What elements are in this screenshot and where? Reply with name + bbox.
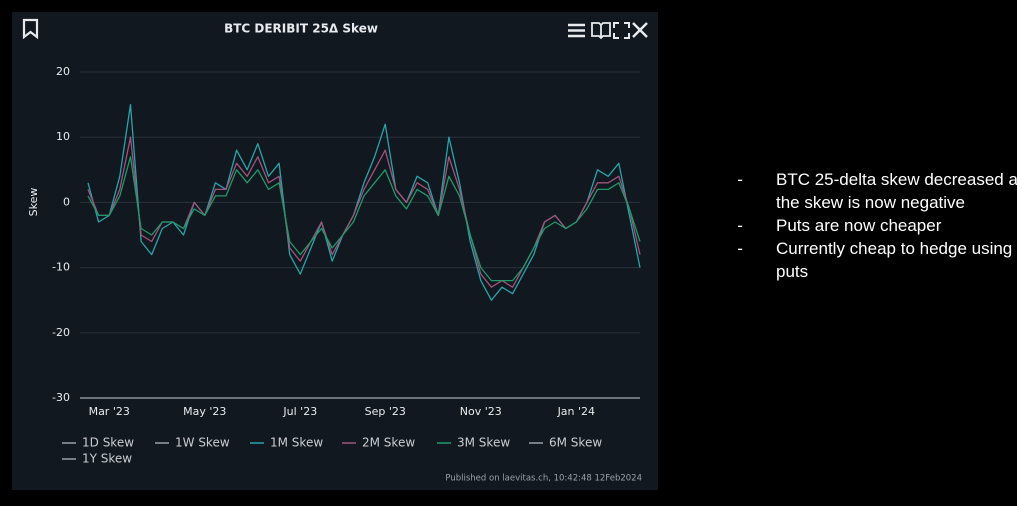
chart-panel: BTC DERIBIT 25Δ Skew Skew Published on l… xyxy=(12,12,658,490)
legend-item[interactable]: 2M Skew xyxy=(342,436,415,450)
legend-item[interactable]: 1M Skew xyxy=(250,436,323,450)
menu-icon[interactable] xyxy=(568,23,585,38)
legend-item[interactable]: 1W Skew xyxy=(155,436,230,450)
legend-label: 1M Skew xyxy=(270,436,323,450)
note: BTC 25-delta skew decreased and the skew… xyxy=(776,168,1017,214)
notes: BTC 25-delta skew decreased and the skew… xyxy=(742,168,1017,283)
legend-item[interactable]: 3M Skew xyxy=(437,436,510,450)
x-tick-label: Mar '23 xyxy=(89,405,130,418)
x-tick-label: May '23 xyxy=(183,405,226,418)
note: Currently cheap to hedge using puts xyxy=(776,237,1017,283)
legend-item[interactable]: 1Y Skew xyxy=(62,452,132,466)
legend-label: 2M Skew xyxy=(362,436,415,450)
x-tick-label: Nov '23 xyxy=(460,405,502,418)
legend-label: 3M Skew xyxy=(457,436,510,450)
legend-label: 6M Skew xyxy=(549,436,602,450)
x-tick-label: Jul '23 xyxy=(282,405,317,418)
fullscreen-icon[interactable] xyxy=(613,22,630,39)
legend-label: 1D Skew xyxy=(82,436,134,450)
legend-label: 1W Skew xyxy=(175,436,230,450)
x-tick-label: Sep '23 xyxy=(365,405,406,418)
legend-item[interactable]: 6M Skew xyxy=(529,436,602,450)
note: Puts are now cheaper xyxy=(776,214,1017,237)
y-axis-label: Skew xyxy=(27,188,40,217)
line-3 xyxy=(87,136,641,288)
y-tick-label: 10 xyxy=(56,130,70,143)
footer: Published on laevitas.ch, 10:42:48 12Feb… xyxy=(445,474,642,484)
y-tick-label: 20 xyxy=(56,65,70,78)
x-tick-label: Jan '24 xyxy=(557,405,595,418)
legend-label: 1Y Skew xyxy=(82,452,132,466)
line-4 xyxy=(87,156,641,282)
y-tick-label: -30 xyxy=(52,391,70,404)
y-tick-label: 0 xyxy=(63,195,70,208)
y-tick-label: -10 xyxy=(52,261,70,274)
chart-title: BTC DERIBIT 25Δ Skew xyxy=(224,22,378,36)
legend-item[interactable]: 1D Skew xyxy=(62,436,134,450)
chart: BTC DERIBIT 25Δ Skew Skew Published on l… xyxy=(22,18,648,484)
close-icon[interactable] xyxy=(632,22,648,38)
y-tick-label: -20 xyxy=(52,326,70,339)
book-icon[interactable] xyxy=(591,22,611,40)
bookmark-icon[interactable] xyxy=(22,18,39,40)
